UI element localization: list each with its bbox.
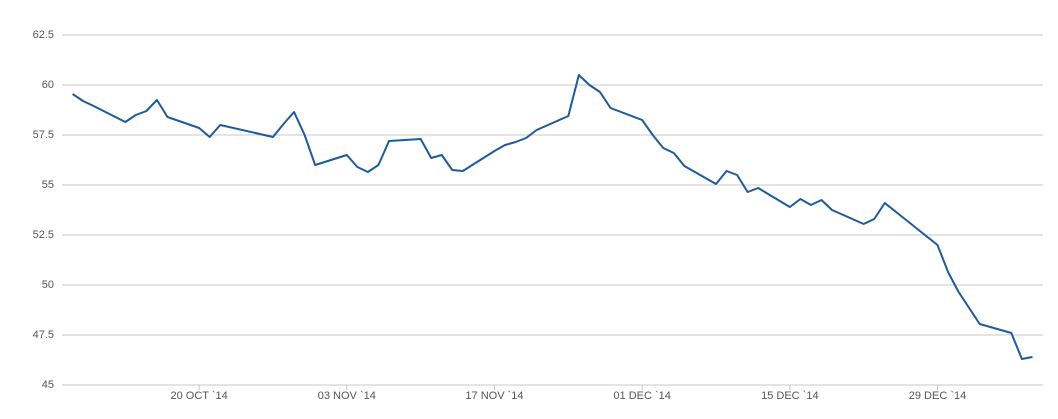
y-tick-label: 60 [42,79,54,91]
x-tick-label: 15 DEC `14 [761,390,818,402]
x-tick-label: 17 NOV `14 [465,390,523,402]
y-tick-label: 47.5 [33,329,54,341]
y-tick-label: 55 [42,179,54,191]
x-tick-label: 20 OCT `14 [170,390,227,402]
data-line [71,74,1033,360]
y-tick-label: 52.5 [33,229,54,241]
x-tick-label: 29 DEC `14 [909,390,966,402]
x-tick-label: 03 NOV `14 [318,390,376,402]
y-tick-label: 45 [42,379,54,391]
y-tick-label: 50 [42,279,54,291]
y-tick-label: 62.5 [33,29,54,41]
y-tick-label: 57.5 [33,129,54,141]
x-tick-label: 01 DEC `14 [613,390,670,402]
